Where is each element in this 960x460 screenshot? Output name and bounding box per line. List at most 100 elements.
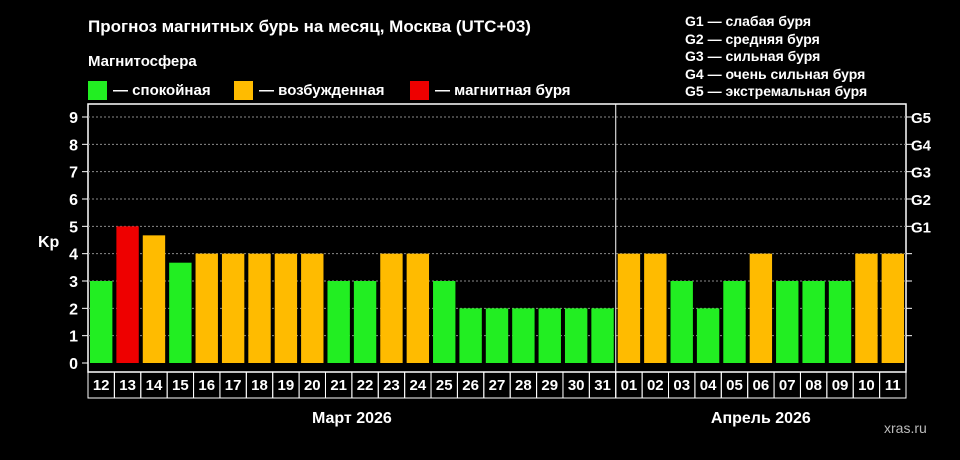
x-tick-label-15: 15 (172, 377, 189, 394)
x-tick-label-18: 18 (251, 377, 268, 394)
bar-29 (538, 308, 561, 363)
x-tick-label-05: 05 (726, 377, 743, 394)
x-tick-label-31: 31 (594, 377, 611, 394)
magnetosphere-title: Магнитосфера (88, 53, 197, 70)
x-tick-label-04: 04 (700, 377, 717, 394)
bar-06 (749, 253, 773, 363)
g-scale-g2: G2 — средняя буря (685, 30, 820, 47)
x-tick-label-27: 27 (489, 377, 506, 394)
x-tick-label-25: 25 (436, 377, 453, 394)
y-tick-label-6: 6 (69, 192, 78, 209)
bar-16 (195, 253, 218, 363)
bar-24 (406, 253, 430, 363)
legend-swatch-storm (410, 80, 429, 100)
x-tick-label-01: 01 (621, 377, 638, 394)
bar-11 (881, 253, 904, 363)
x-tick-label-20: 20 (304, 377, 321, 394)
x-tick-label-07: 07 (779, 377, 796, 394)
bar-02 (644, 253, 667, 363)
y-axis-label: Kp (38, 234, 60, 251)
bar-25 (433, 281, 456, 363)
g-scale-g1: G1 — слабая буря (685, 13, 812, 29)
watermark: xras.ru (884, 420, 927, 436)
bar-01 (617, 253, 641, 363)
legend-swatch-excited (234, 80, 253, 100)
x-tick-label-11: 11 (885, 377, 901, 394)
legend-item-excited: — возбужденная (234, 80, 385, 100)
x-tick-label-14: 14 (146, 377, 163, 394)
bar-26 (459, 308, 482, 363)
y-tick-label-3: 3 (69, 274, 78, 291)
legend-item-storm: — магнитная буря (410, 80, 571, 100)
bar-15 (169, 262, 192, 363)
month-label-1: Апрель 2026 (711, 410, 811, 427)
bar-23 (380, 253, 403, 363)
x-tick-label-23: 23 (383, 377, 400, 394)
right-tick-label-g5: G5 (911, 110, 931, 127)
g-scale-g5: G5 — экстремальная буря (685, 83, 868, 99)
y-tick-label-8: 8 (69, 137, 78, 154)
bar-05 (723, 281, 746, 363)
bar-08 (802, 281, 825, 363)
bar-13 (116, 226, 139, 363)
y-tick-label-9: 9 (69, 110, 78, 127)
g-scale-g3: G3 — сильная буря (685, 48, 821, 64)
day-cell-11 (879, 371, 907, 399)
bar-18 (248, 253, 271, 363)
x-tick-label-19: 19 (278, 377, 295, 394)
x-tick-label-12: 12 (93, 377, 110, 394)
right-tick-label-g4: G4 (911, 137, 932, 154)
bar-28 (512, 308, 535, 363)
x-tick-label-17: 17 (225, 377, 242, 394)
x-tick-label-16: 16 (198, 377, 215, 394)
bar-03 (670, 281, 693, 363)
x-tick-label-24: 24 (409, 377, 426, 394)
y-tick-label-5: 5 (69, 219, 78, 236)
g-scale-legend: G1 — слабая буря G2 — средняя буря G3 — … (685, 13, 867, 101)
right-tick-label-g3: G3 (911, 165, 931, 182)
legend-label-quiet: — спокойная (113, 81, 211, 99)
right-tick-label-g1: G1 (911, 219, 931, 236)
x-tick-label-22: 22 (357, 377, 374, 394)
bar-21 (327, 281, 350, 363)
x-tick-label-03: 03 (673, 377, 690, 394)
bar-14 (142, 235, 166, 363)
x-tick-label-08: 08 (805, 377, 822, 394)
y-tick-label-2: 2 (69, 301, 78, 318)
x-tick-label-30: 30 (568, 377, 585, 394)
month-label-0: Март 2026 (312, 410, 392, 427)
bar-09 (828, 281, 852, 363)
legend-label-storm: — магнитная буря (435, 81, 571, 99)
chart-title: Прогноз магнитных бурь на месяц, Москва … (88, 17, 531, 36)
legend-label-excited: — возбужденная (259, 81, 385, 99)
x-tick-label-21: 21 (330, 377, 347, 394)
y-tick-label-7: 7 (69, 165, 78, 182)
bar-20 (301, 253, 324, 363)
bar-17 (221, 253, 245, 363)
x-tick-label-26: 26 (462, 377, 479, 394)
x-tick-label-28: 28 (515, 377, 532, 394)
x-tick-label-06: 06 (753, 377, 770, 394)
bar-12 (90, 281, 113, 363)
bar-10 (855, 253, 878, 363)
bar-04 (696, 308, 720, 363)
y-tick-label-1: 1 (69, 329, 78, 346)
x-tick-label-09: 09 (832, 377, 849, 394)
x-tick-label-10: 10 (858, 377, 875, 394)
bar-19 (274, 253, 298, 363)
bar-27 (485, 308, 509, 363)
x-tick-label-13: 13 (119, 377, 136, 394)
y-tick-label-4: 4 (69, 247, 78, 264)
y-tick-label-0: 0 (69, 356, 78, 373)
bar-31 (591, 308, 614, 363)
x-tick-label-29: 29 (541, 377, 558, 394)
legend-swatch-quiet (88, 80, 107, 100)
g-scale-g4: G4 — очень сильная буря (685, 65, 866, 82)
right-tick-label-g2: G2 (911, 192, 931, 209)
bar-07 (776, 281, 799, 363)
legend-item-quiet: — спокойная (88, 80, 211, 100)
x-tick-label-02: 02 (647, 377, 664, 394)
bar-30 (564, 308, 588, 363)
